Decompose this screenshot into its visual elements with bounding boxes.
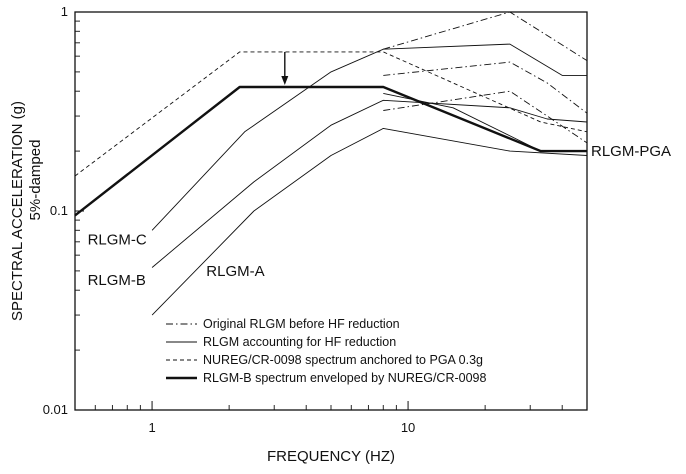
curve-label: RLGM-A (206, 263, 264, 280)
y-axis-label: SPECTRAL ACCELERATION (g) (9, 101, 26, 321)
x-axis-label: FREQUENCY (HZ) (267, 448, 395, 465)
series-line-2 (383, 61, 588, 114)
curve-label: RLGM-PGA (591, 143, 671, 160)
curve-label: RLGM-C (88, 231, 147, 248)
y-axis-sublabel: 5%-damped (27, 140, 44, 221)
series-line-3 (383, 90, 588, 144)
legend-label: RLGM-B spectrum enveloped by NUREG/CR-00… (203, 371, 486, 385)
x-tick-label: 1 (148, 420, 155, 435)
annotation-layer: RLGM-C RLGM-B RLGM-A RLGM-PGA (88, 51, 671, 289)
plot-frame (74, 11, 588, 411)
legend-label: RLGM accounting for HF reduction (203, 335, 396, 349)
series-layer (74, 11, 588, 316)
y-tick-label: 1 (61, 4, 68, 19)
arrow-head (281, 75, 289, 85)
series-line-5 (151, 99, 588, 268)
series-line-8 (74, 51, 588, 177)
series-line-9 (74, 85, 587, 217)
y-tick-label: 0.01 (43, 402, 68, 417)
curve-label: RLGM-B (88, 272, 146, 289)
series-line-1 (383, 11, 588, 61)
y-tick-label: 0.1 (50, 203, 68, 218)
series-line-4 (151, 43, 587, 231)
legend-label: Original RLGM before HF reduction (203, 317, 400, 331)
legend-label: NUREG/CR-0098 spectrum anchored to PGA 0… (203, 353, 483, 367)
legend: Original RLGM before HF reduction RLGM ac… (166, 317, 486, 385)
x-tick-label: 10 (401, 420, 415, 435)
series-line-6 (151, 127, 588, 316)
